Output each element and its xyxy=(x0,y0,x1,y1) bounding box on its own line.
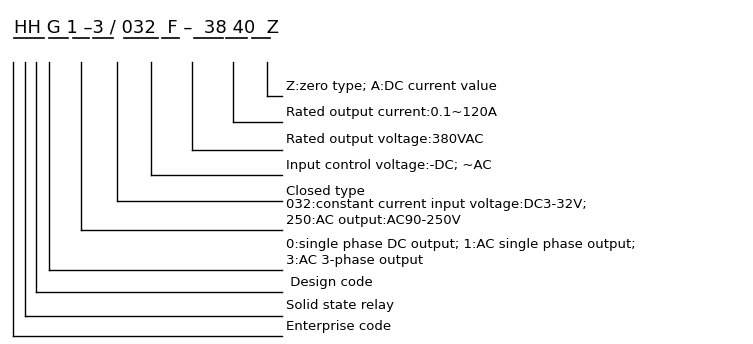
Text: Z:zero type; A:DC current value: Z:zero type; A:DC current value xyxy=(286,80,497,93)
Text: Enterprise code: Enterprise code xyxy=(286,320,392,333)
Text: Closed type: Closed type xyxy=(286,185,365,198)
Text: HH G 1 –3 / 032  F –  38 40  Z: HH G 1 –3 / 032 F – 38 40 Z xyxy=(14,19,279,37)
Text: Input control voltage:-DC; ~AC: Input control voltage:-DC; ~AC xyxy=(286,159,492,172)
Text: Rated output current:0.1~120A: Rated output current:0.1~120A xyxy=(286,106,497,119)
Text: 0:single phase DC output; 1:AC single phase output;
3:AC 3-phase output: 0:single phase DC output; 1:AC single ph… xyxy=(286,238,636,267)
Text: 032:constant current input voltage:DC3-32V;
250:AC output:AC90-250V: 032:constant current input voltage:DC3-3… xyxy=(286,198,587,227)
Text: Design code: Design code xyxy=(286,276,373,289)
Text: Solid state relay: Solid state relay xyxy=(286,299,394,312)
Text: Rated output voltage:380VAC: Rated output voltage:380VAC xyxy=(286,133,483,146)
